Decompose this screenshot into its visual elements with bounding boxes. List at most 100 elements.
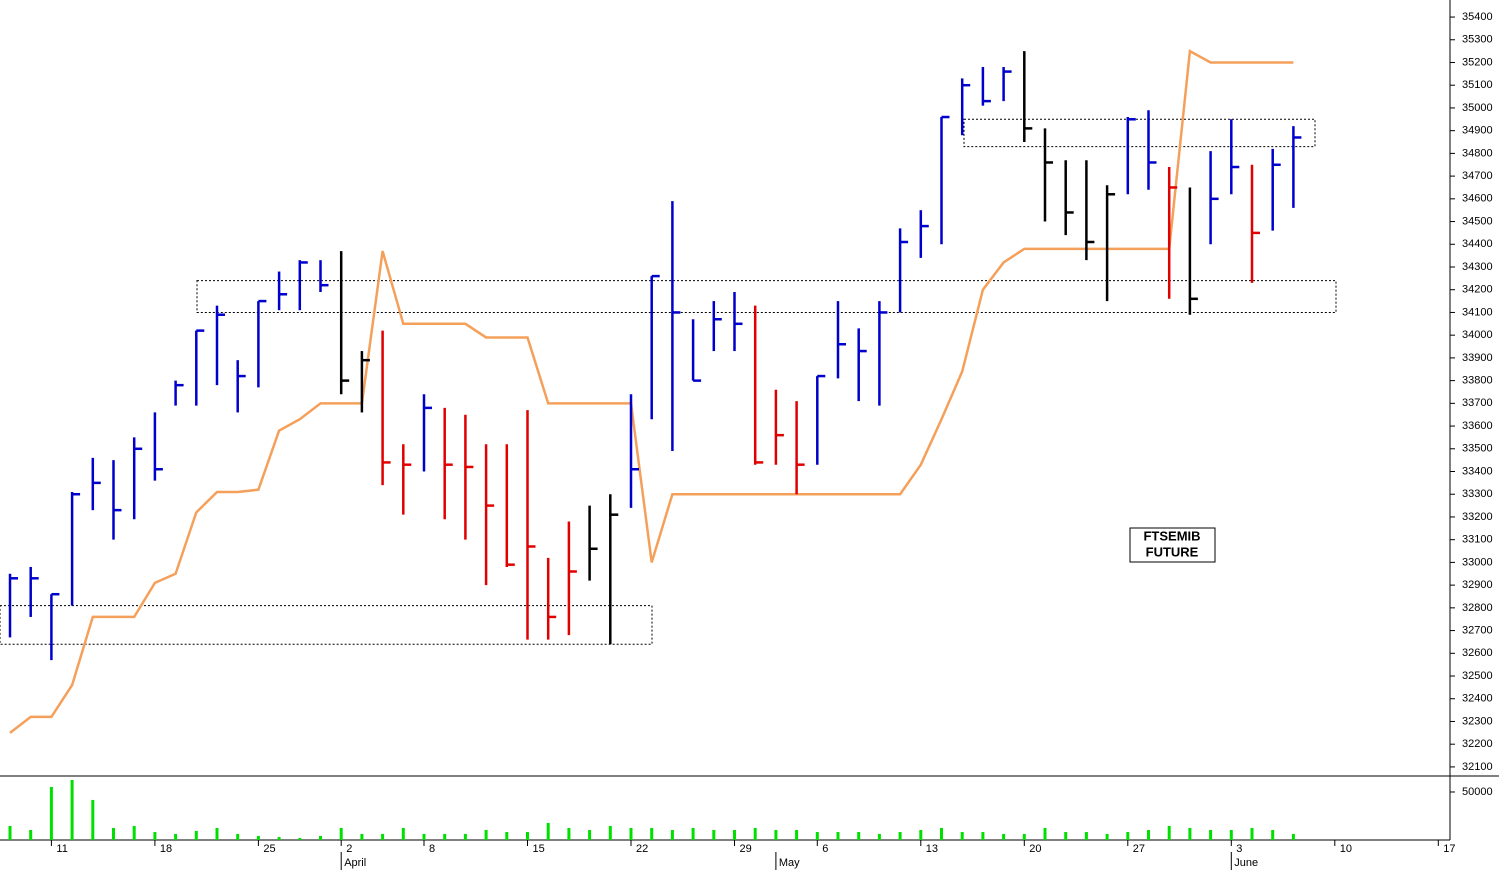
zone (196, 280, 1337, 313)
volume-bar (8, 825, 12, 840)
y-tick-label: 50000 (1462, 786, 1493, 798)
x-tick-label: 25 (263, 843, 275, 855)
x-tick-label: 11 (56, 843, 67, 855)
volume-bar (588, 830, 592, 840)
volume-bar (298, 837, 302, 840)
y-tick-label: 32300 (1462, 715, 1493, 727)
annotation-box (1129, 527, 1216, 563)
volume-bar (256, 835, 260, 840)
y-tick-label: 34300 (1462, 261, 1493, 273)
volume-bar (815, 832, 819, 840)
volume-bar (70, 779, 74, 840)
y-tick-label: 33300 (1462, 488, 1493, 500)
volume-bar (857, 832, 861, 840)
volume-bar (319, 835, 322, 840)
x-tick-label: 10 (1340, 843, 1352, 855)
y-tick-label: 33200 (1462, 511, 1493, 523)
volume-bar (484, 830, 488, 840)
volume-bar (1043, 827, 1047, 840)
annotation: FTSEMIB (1143, 528, 1200, 543)
volume-bar (153, 832, 157, 840)
y-tick-label: 33400 (1462, 465, 1493, 477)
y-tick-label: 34400 (1462, 238, 1493, 250)
x-tick-label: 18 (160, 843, 172, 855)
volume-bar (691, 827, 695, 840)
y-tick-label: 32100 (1462, 761, 1493, 773)
volume-bar (1105, 833, 1109, 840)
y-tick-label: 34800 (1462, 147, 1493, 159)
y-tick-label: 33000 (1462, 556, 1493, 568)
y-tick-label: 33800 (1462, 375, 1493, 387)
x-tick-label: 29 (740, 843, 752, 855)
y-tick-label: 35000 (1462, 102, 1493, 114)
volume-bar (215, 827, 219, 840)
volume-bar (381, 833, 385, 840)
volume-bar (1147, 830, 1150, 840)
volume-bar (733, 830, 736, 840)
volume-bar (919, 830, 923, 840)
y-tick-label: 35100 (1462, 79, 1493, 91)
x-tick-label: 22 (636, 843, 648, 855)
volume-bar (1167, 825, 1171, 840)
x-tick-label: 13 (926, 843, 938, 855)
y-tick-label: 34600 (1462, 193, 1493, 205)
y-tick-label: 33100 (1462, 534, 1493, 546)
annotation: FUTURE (1146, 544, 1199, 559)
y-tick-label: 33700 (1462, 397, 1493, 409)
volume-bar (836, 832, 840, 840)
volume-bar (774, 830, 778, 840)
volume-bar (898, 832, 902, 840)
y-tick-label: 34200 (1462, 284, 1493, 296)
month-label: April (344, 857, 366, 869)
x-tick-label: 27 (1133, 843, 1145, 855)
volume-bar (629, 827, 633, 840)
volume-bar (608, 825, 612, 840)
y-tick-label: 33500 (1462, 443, 1493, 455)
volume-bar (1022, 833, 1026, 840)
volume-bar (1250, 827, 1254, 840)
y-tick-label: 32600 (1462, 647, 1493, 659)
volume-bar (29, 830, 33, 840)
x-tick-label: 20 (1029, 843, 1041, 855)
volume-bar (1126, 832, 1130, 840)
volume-bar (91, 799, 95, 840)
y-tick-label: 35300 (1462, 34, 1493, 46)
zone (0, 605, 653, 645)
volume-bar (940, 827, 943, 840)
volume-bar (1209, 830, 1213, 840)
volume-bar (174, 833, 178, 840)
x-tick-label: 2 (346, 843, 352, 855)
y-tick-label: 32700 (1462, 624, 1493, 636)
volume-bar (670, 830, 674, 840)
volume-bar (795, 830, 799, 840)
volume-bar (1229, 830, 1233, 840)
volume-bar (360, 833, 364, 840)
y-tick-label: 35400 (1462, 11, 1493, 23)
volume-bar (526, 832, 529, 840)
volume-bar (981, 832, 985, 840)
x-tick-label: 6 (822, 843, 828, 855)
volume-bar (49, 786, 53, 840)
y-tick-label: 34100 (1462, 306, 1493, 318)
y-tick-label: 33600 (1462, 420, 1493, 432)
volume-bar (505, 832, 509, 840)
y-tick-label: 35200 (1462, 56, 1493, 68)
volume-bar (401, 827, 405, 840)
volume-bar (443, 833, 447, 840)
volume-bar (1291, 833, 1295, 840)
volume-bar (960, 832, 964, 840)
volume-bar (112, 827, 115, 840)
indicator-line (9, 49, 1294, 734)
volume-bar (1064, 832, 1068, 840)
volume-bar (1188, 827, 1192, 840)
volume-bar (339, 827, 343, 840)
volume-bar (753, 827, 757, 840)
volume-bar (132, 825, 136, 840)
volume-bar (1084, 832, 1088, 840)
y-tick-label: 34500 (1462, 215, 1493, 227)
y-tick-label: 34000 (1462, 329, 1493, 341)
y-tick-label: 33900 (1462, 352, 1493, 364)
x-tick-label: 17 (1443, 843, 1455, 855)
